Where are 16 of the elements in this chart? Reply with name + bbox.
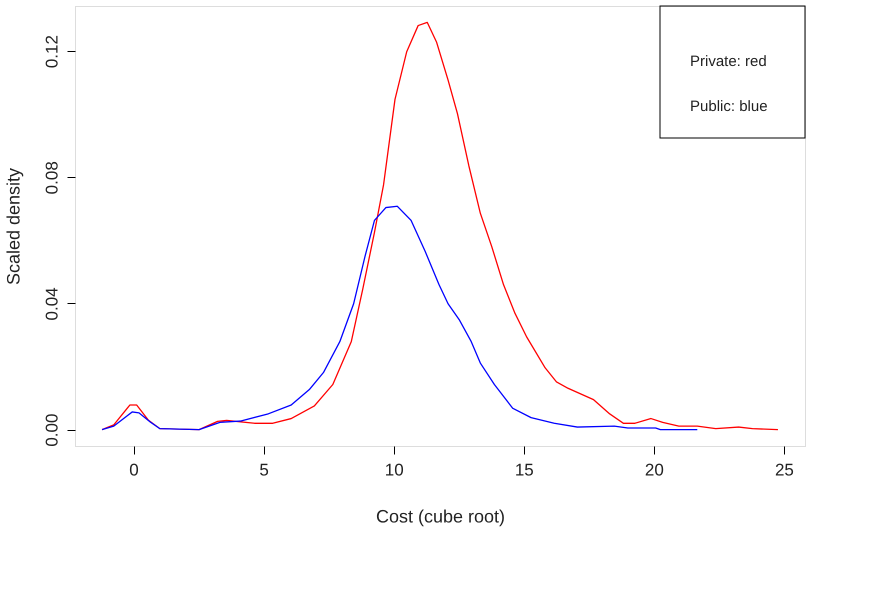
x-axis-title: Cost (cube root): [376, 506, 506, 526]
line-series: [101, 22, 779, 430]
x-tick-label: 10: [384, 460, 404, 480]
y-tick-label: 0.12: [42, 35, 62, 68]
y-axis-title: Scaled density: [4, 168, 24, 286]
x-tick-label: 20: [644, 460, 664, 480]
x-tick-label: 0: [129, 460, 139, 480]
x-tick-label: 25: [774, 460, 794, 480]
y-tick-label: 0.00: [42, 414, 62, 447]
annotation: Public: blue: [690, 98, 768, 115]
x-tick-label: 5: [259, 460, 269, 480]
annotation: Private: red: [690, 53, 767, 70]
y-tick-label: 0.08: [42, 161, 62, 194]
line-series: [101, 206, 698, 430]
x-tick-label: 15: [514, 460, 534, 480]
y-tick-label: 0.04: [42, 287, 62, 320]
